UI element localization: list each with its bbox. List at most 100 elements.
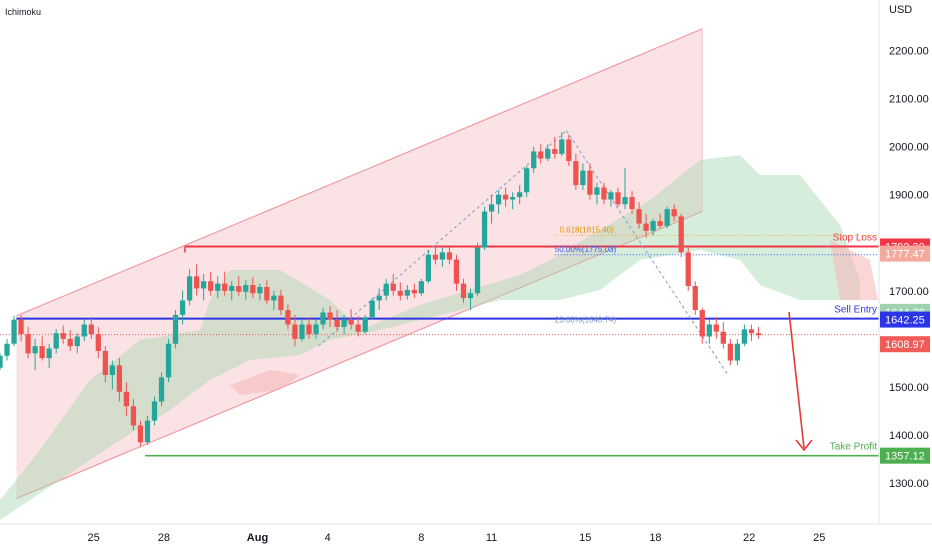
candle[interactable] [341,314,347,335]
candle[interactable] [334,310,340,332]
candle[interactable] [355,315,361,337]
candle[interactable] [608,189,614,207]
candle[interactable] [278,289,284,315]
candle[interactable] [369,298,375,320]
candle[interactable] [67,330,73,351]
candle[interactable] [306,317,312,339]
candle[interactable] [81,319,87,342]
candle[interactable] [517,185,523,205]
candle[interactable] [95,326,101,359]
candle[interactable] [510,192,516,210]
candle[interactable] [727,338,733,366]
candle[interactable] [151,396,158,426]
candle[interactable] [720,322,726,349]
candle[interactable] [18,314,24,342]
candle[interactable] [587,163,593,200]
candle[interactable] [285,304,291,330]
candle[interactable] [116,358,123,402]
candle[interactable] [243,280,249,300]
candle[interactable] [573,153,579,190]
candle[interactable] [545,144,551,162]
candle[interactable] [460,278,467,303]
candle[interactable] [418,278,424,296]
candle[interactable] [222,271,228,296]
candle[interactable] [383,278,389,301]
candle[interactable] [425,249,432,284]
candle[interactable] [481,206,488,250]
candle[interactable] [109,360,115,390]
time-axis[interactable]: 25 28 Aug 4 8 11 15 18 22 25 [0,523,932,544]
candle[interactable] [53,329,59,354]
candle[interactable] [229,281,235,301]
candle[interactable] [201,274,207,301]
candle[interactable] [236,276,242,296]
candle[interactable] [250,277,256,299]
candle[interactable] [699,307,705,344]
candle[interactable] [88,317,94,339]
candle[interactable] [650,218,656,236]
candle[interactable] [741,324,748,347]
candle[interactable] [432,245,439,265]
candle[interactable] [404,285,410,300]
candle[interactable] [629,190,635,214]
candle[interactable] [538,144,544,164]
candle[interactable] [755,326,762,339]
candle[interactable] [692,281,698,315]
candle[interactable] [137,420,144,448]
candle[interactable] [60,325,66,344]
candles[interactable] [0,132,762,448]
candle[interactable] [292,314,298,347]
candle[interactable] [580,163,586,190]
price-axis[interactable]: USD 2200.002100.002000.001900.001800.001… [878,0,930,524]
candle[interactable] [657,213,663,229]
candle[interactable] [144,415,151,445]
candle[interactable] [643,213,649,238]
candle[interactable] [194,264,200,296]
candle[interactable] [524,165,530,198]
candle[interactable] [39,336,45,361]
candle[interactable] [474,242,481,296]
candle[interactable] [257,283,263,301]
candle[interactable] [671,204,677,222]
candle[interactable] [376,288,382,311]
candle[interactable] [664,206,670,229]
candle[interactable] [46,343,52,368]
candle[interactable] [11,315,17,347]
candle[interactable] [32,338,38,371]
candle[interactable] [446,247,453,265]
candle[interactable] [264,280,270,305]
candle[interactable] [685,247,691,291]
candle[interactable] [706,319,712,344]
candle[interactable] [123,382,130,416]
candle[interactable] [559,132,565,157]
candle[interactable] [299,319,305,342]
candle[interactable] [713,317,719,339]
candle[interactable] [130,399,137,431]
candle[interactable] [0,353,3,371]
candle[interactable] [411,283,417,299]
candle[interactable] [495,189,502,214]
candle[interactable] [397,282,403,301]
candle[interactable] [594,182,600,205]
candle[interactable] [74,333,80,354]
candle[interactable] [502,187,509,207]
candle[interactable] [488,194,495,224]
candle[interactable] [678,213,684,258]
candle[interactable] [186,269,193,306]
candle[interactable] [390,274,396,296]
candle[interactable] [102,346,108,383]
candle[interactable] [320,307,326,330]
candle[interactable] [165,338,172,383]
candle[interactable] [362,314,368,335]
candle[interactable] [348,309,354,330]
candle[interactable] [208,271,214,296]
candle[interactable] [327,306,333,327]
candle[interactable] [615,187,621,207]
candle[interactable] [531,146,537,174]
candle[interactable] [622,168,628,210]
candle[interactable] [158,372,165,407]
candle[interactable] [601,182,607,205]
candle[interactable] [25,326,31,359]
candle[interactable] [439,247,446,267]
